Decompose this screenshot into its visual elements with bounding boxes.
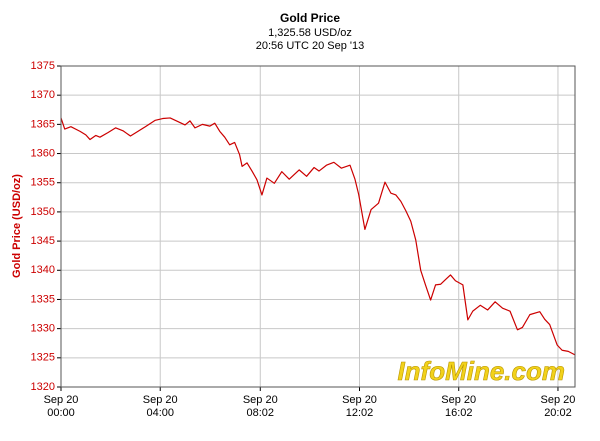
y-tick-label: 1375 [31,60,55,72]
y-tick-label: 1335 [31,293,55,305]
plot-border [60,65,576,388]
price-line [60,117,576,356]
x-tick-label: Sep 20 16:02 [441,394,477,419]
y-tick-label: 1355 [31,177,55,189]
y-tick-label: 1345 [31,235,55,247]
y-tick-label: 1350 [31,206,55,218]
x-tick-label: Sep 20 00:00 [43,394,79,419]
y-tick-label: 1320 [31,381,55,393]
y-tick-label: 1340 [31,264,55,276]
chart-subtitle: 1,325.58 USD/oz [268,27,352,39]
watermark: InfoMine.com [397,356,565,386]
x-tick-label: Sep 20 08:02 [242,394,278,419]
y-tick-label: 1325 [31,352,55,364]
x-tick-label: Sep 20 04:00 [142,394,178,419]
chart-title: Gold Price [280,11,340,25]
x-tick-label: Sep 20 20:02 [540,394,576,419]
x-tick-label: Sep 20 12:02 [342,394,377,419]
y-tick-label: 1360 [31,147,55,159]
timestamp: 20:56 UTC 20 Sep '13 [256,40,365,52]
y-tick-label: 1365 [31,118,55,130]
y-tick-label: 1330 [31,323,55,335]
y-tick-label: 1370 [31,89,55,101]
y-axis-label: Gold Price (USD/oz) [11,174,23,278]
